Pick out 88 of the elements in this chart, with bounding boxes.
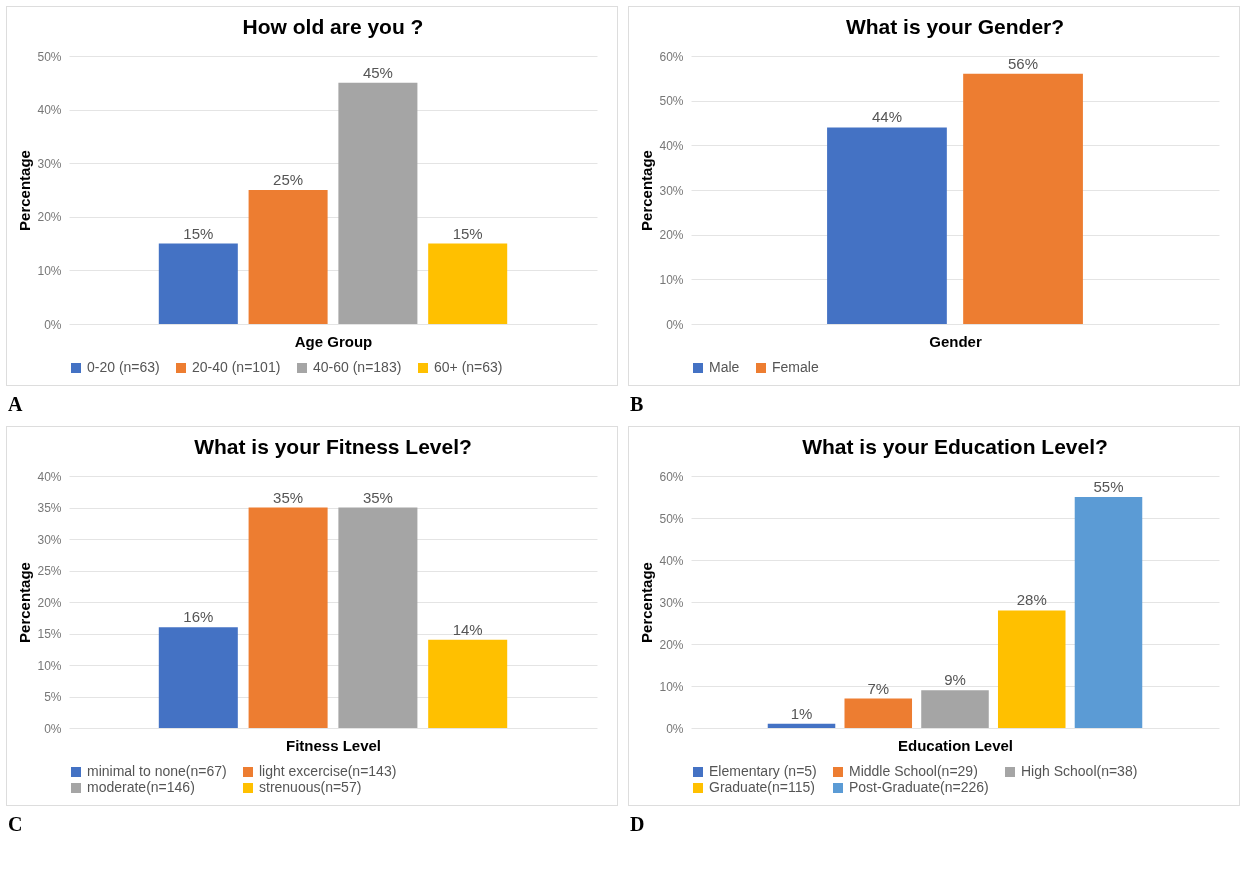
text: D (629, 812, 646, 837)
legend-label: Male (709, 359, 740, 375)
y-tick-label: 20% (37, 210, 62, 225)
y-tick-label: 60% (659, 49, 684, 64)
data-label: 15% (183, 224, 214, 242)
text: A (7, 392, 24, 417)
data-label: 16% (183, 608, 214, 626)
text: C (7, 812, 24, 837)
legend-label: High School(n=38) (1021, 763, 1138, 779)
y-tick-label: 30% (659, 595, 684, 610)
y-tick-label: 0% (666, 721, 684, 736)
legend-label: light excercise(n=143) (259, 763, 397, 779)
legend-label: minimal to none(n=67) (87, 763, 227, 779)
y-tick-label: 30% (659, 183, 684, 198)
data-label: 15% (452, 224, 483, 242)
y-tick-label: 20% (37, 595, 62, 610)
y-tick-label: 60% (659, 469, 684, 484)
legend-label: 20-40 (n=101) (192, 359, 281, 375)
y-tick-label: 0% (44, 721, 62, 736)
chart-title: What is your Gender? (845, 15, 1065, 38)
bar (1074, 497, 1143, 728)
y-tick-label: 50% (37, 49, 62, 64)
x-axis-title: Age Group (294, 332, 373, 350)
y-tick-label: 20% (659, 228, 684, 243)
y-tick-label: 40% (659, 138, 684, 153)
y-tick-label: 10% (37, 658, 62, 673)
legend-label: Graduate(n=115) (709, 779, 815, 795)
bar (338, 82, 418, 324)
data-label: 35% (362, 488, 393, 506)
legend-label: 60+ (n=63) (434, 359, 503, 375)
y-tick-label: 10% (37, 263, 62, 278)
legend-label: 0-20 (n=63) (87, 359, 160, 375)
y-tick-label: 0% (44, 317, 62, 332)
y-tick-label: 25% (37, 564, 62, 578)
y-tick-label: 10% (659, 679, 684, 694)
legend-label: moderate(n=146) (87, 779, 195, 795)
bar (158, 627, 238, 728)
y-tick-label: 5% (44, 690, 62, 704)
legend-label: Post-Graduate(n=226) (849, 779, 989, 795)
bar (248, 190, 328, 324)
data-label: 1% (790, 704, 813, 722)
data-label: 7% (867, 679, 890, 697)
text: B (629, 392, 645, 417)
legend-label: Female (772, 359, 819, 375)
x-axis-title: Gender (929, 332, 982, 350)
bar (428, 639, 508, 728)
bar (921, 690, 989, 728)
y-axis-title: Percentage (638, 150, 656, 231)
bar (158, 243, 238, 324)
y-tick-label: 30% (37, 156, 62, 171)
y-axis-title: Percentage (638, 562, 656, 643)
legend-label: 40-60 (n=183) (313, 359, 402, 375)
chart-title: How old are you ? (242, 15, 424, 38)
data-label: 25% (273, 171, 304, 188)
y-axis-title: Percentage (16, 150, 34, 231)
y-axis-title: Percentage (16, 562, 34, 643)
data-label: 45% (362, 63, 393, 81)
y-tick-label: 40% (659, 553, 684, 568)
chart-title: What is your Education Level? (802, 435, 1108, 458)
y-tick-label: 50% (659, 511, 684, 526)
y-tick-label: 40% (37, 469, 62, 484)
bar (767, 723, 836, 728)
legend-label: Elementary (n=5) (709, 763, 817, 779)
y-tick-label: 20% (659, 637, 684, 652)
x-axis-title: Education Level (897, 736, 1014, 754)
y-tick-label: 40% (37, 103, 62, 118)
y-tick-label: 15% (37, 627, 62, 641)
y-tick-label: 10% (659, 272, 684, 287)
data-label: 56% (1008, 54, 1039, 72)
data-label: 9% (944, 671, 966, 689)
y-tick-label: 30% (37, 532, 62, 547)
data-label: 44% (871, 108, 902, 126)
chart-title: What is your Fitness Level? (194, 435, 472, 458)
data-label: 28% (1016, 591, 1047, 609)
y-tick-label: 50% (659, 94, 684, 109)
bar (997, 610, 1066, 728)
legend-label: strenuous(n=57) (259, 779, 362, 795)
data-label: 55% (1093, 478, 1124, 495)
x-axis-title: Fitness Level (285, 736, 382, 754)
data-label: 35% (273, 488, 304, 506)
bar (428, 243, 508, 324)
legend-label: Middle School(n=29) (849, 763, 978, 779)
bar (844, 698, 913, 728)
bar (248, 507, 328, 728)
y-tick-label: 35% (37, 501, 62, 515)
bar (338, 507, 418, 728)
data-label: 14% (452, 620, 483, 638)
y-tick-label: 0% (666, 317, 684, 332)
